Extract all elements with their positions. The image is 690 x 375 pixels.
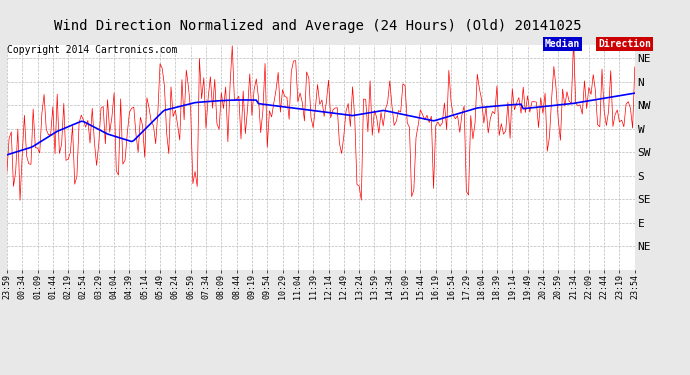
Text: Direction: Direction <box>598 39 651 50</box>
Text: Median: Median <box>545 39 580 50</box>
Text: Copyright 2014 Cartronics.com: Copyright 2014 Cartronics.com <box>7 45 177 55</box>
Text: Wind Direction Normalized and Average (24 Hours) (Old) 20141025: Wind Direction Normalized and Average (2… <box>54 19 581 33</box>
